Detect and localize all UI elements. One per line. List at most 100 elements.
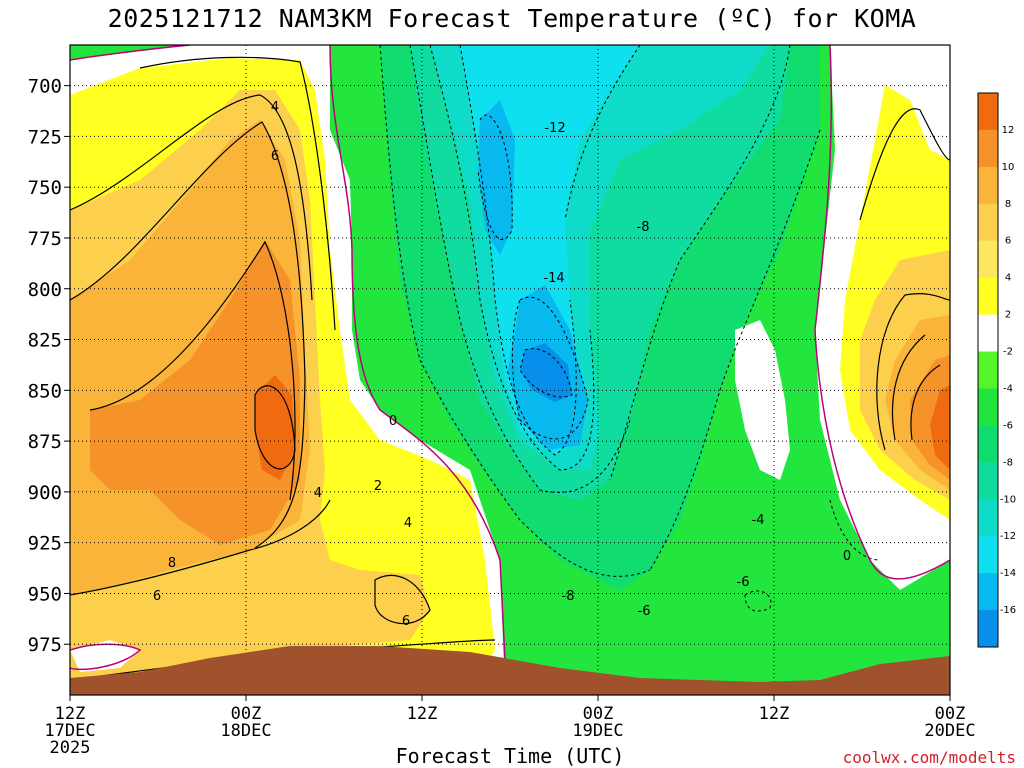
x-tick-label-3-0: 00Z <box>583 704 614 724</box>
colorbar-swatch-0 <box>978 93 998 131</box>
x-tick-label-3-1: 19DEC <box>572 721 623 741</box>
colorbar-frame <box>977 92 999 648</box>
y-tick-label-950: 950 <box>28 583 62 605</box>
contour-solid-5 <box>254 385 296 470</box>
colorbar-label-13: -16 <box>1000 605 1016 616</box>
colorbar-swatch-7 <box>978 351 998 389</box>
colorbar-label-1: 10 <box>1002 162 1015 173</box>
contour-label-4b: 4 <box>314 486 322 501</box>
x-tick-label-1-0: 00Z <box>231 704 262 724</box>
zero-contour-3 <box>814 45 950 580</box>
colorbar-label-9: -8 <box>1003 457 1013 468</box>
contour-dashed-6 <box>511 296 589 440</box>
field-cold-7 <box>520 343 572 402</box>
colorbar-label-4: 4 <box>1005 273 1011 284</box>
contour-label-m4: -4 <box>752 513 765 528</box>
contour-dashed-11 <box>744 590 772 612</box>
colorbar: 12 10 8 6 4 2 -2 -4 -6 -8 -10 -12 -14 -16 <box>977 92 1016 648</box>
temperature-field <box>70 45 950 695</box>
contour-label-4a: 4 <box>271 100 279 115</box>
y-tick-label-875: 875 <box>28 431 62 453</box>
x-axis-label: Forecast Time (UTC) <box>395 744 625 768</box>
contour-label-6c: 6 <box>402 614 410 629</box>
contour-dashed-1 <box>379 45 651 577</box>
contour-label-8: 8 <box>168 556 176 571</box>
x-tick-label-0-1: 17DEC <box>44 721 95 741</box>
y-tick-label-900: 900 <box>28 482 62 504</box>
contour-dashed-2 <box>409 45 631 493</box>
chart-title: 2025121712 NAM3KM Forecast Temperature (… <box>107 4 917 33</box>
contour-dashed-10 <box>649 129 821 571</box>
credit-link[interactable]: coolwx.com/modelts <box>842 748 1016 767</box>
colorbar-label-10: -10 <box>1000 494 1016 505</box>
colorbar-label-12: -14 <box>1000 568 1016 579</box>
contour-label-m8a: -8 <box>637 220 650 235</box>
x-tick-label-5-1: 20DEC <box>924 721 975 741</box>
y-tick-label-825: 825 <box>28 330 62 352</box>
colorbar-swatch-2 <box>978 166 998 205</box>
y-tick-label-725: 725 <box>28 126 62 148</box>
contour-solid-3 <box>70 121 306 549</box>
contour-label-6b: 6 <box>153 589 161 604</box>
contour-dashed-7 <box>519 348 573 398</box>
x-tick-label-0-0: 12Z <box>55 704 86 724</box>
colorbar-label-2: 8 <box>1005 199 1011 210</box>
contour-label-m6a: -6 <box>638 604 651 619</box>
field-white-island-1 <box>735 320 790 480</box>
contour-label-m6b: -6 <box>737 575 750 590</box>
contour-lines-solid <box>70 56 950 681</box>
x-tick-label-2-0: 12Z <box>407 704 438 724</box>
colorbar-label-8: -6 <box>1003 420 1013 431</box>
contour-solid-6 <box>70 499 331 596</box>
colorbar-swatch-13 <box>978 573 998 611</box>
contour-label-m14: -14 <box>543 271 564 286</box>
y-tick-label-775: 775 <box>28 228 62 250</box>
y-axis: 700 725 750 775 800 825 850 875 900 925 950 975 <box>28 76 70 656</box>
contour-labels: -12 -8 -14 0 2 4 6 8 4 6 4 6 -8 -6 -4 -6… <box>153 100 851 629</box>
y-tick-label-850: 850 <box>28 380 62 402</box>
field-warm-left-6 <box>90 240 300 545</box>
terrain <box>70 646 950 695</box>
colorbar-label-0: 12 <box>1002 125 1015 136</box>
colorbar-label-6: -2 <box>1003 347 1013 358</box>
contour-lines-dashed <box>379 45 881 612</box>
x-tick-label-4-0: 12Z <box>759 704 790 724</box>
y-tick-label-925: 925 <box>28 533 62 555</box>
zero-contours <box>70 45 950 671</box>
gridlines <box>70 45 950 695</box>
contour-solid-9 <box>859 108 950 221</box>
contour-solid-11 <box>891 334 926 441</box>
colorbar-label-5: 2 <box>1005 310 1011 321</box>
zero-contour-4 <box>70 643 142 671</box>
contour-label-0a: 0 <box>389 414 397 429</box>
contour-label-2: 2 <box>374 479 382 494</box>
field-white-island-2 <box>70 640 140 672</box>
contour-solid-2 <box>70 94 313 301</box>
contour-dashed-5 <box>477 114 513 241</box>
colorbar-swatch-8 <box>978 388 998 426</box>
contour-solid-1 <box>139 56 336 331</box>
contour-dashed-8 <box>564 45 641 221</box>
contour-dashed-9 <box>609 45 791 481</box>
contour-dashed-3 <box>429 45 595 471</box>
contour-label-m8b: -8 <box>562 589 575 604</box>
colorbar-label-3: 6 <box>1005 236 1011 247</box>
colorbar-swatch-4 <box>978 240 998 279</box>
field-warm-right-6 <box>930 385 950 470</box>
y-tick-label-800: 800 <box>28 279 62 301</box>
contour-label-4c: 4 <box>404 516 412 531</box>
zero-contour-2 <box>329 45 506 661</box>
contour-dashed-4 <box>459 45 577 456</box>
contour-label-m12: -12 <box>544 121 565 136</box>
contour-solid-10 <box>876 293 950 451</box>
y-tick-label-975: 975 <box>28 634 62 656</box>
colorbar-swatch-3 <box>978 203 998 242</box>
colorbar-label-11: -12 <box>1000 531 1016 542</box>
colorbar-swatch-12 <box>978 536 998 574</box>
colorbar-swatch-11 <box>978 499 998 537</box>
zero-contour-1 <box>70 45 191 61</box>
contour-dashed-12 <box>829 499 881 561</box>
x-tick-label-0-2: 2025 <box>50 738 91 758</box>
